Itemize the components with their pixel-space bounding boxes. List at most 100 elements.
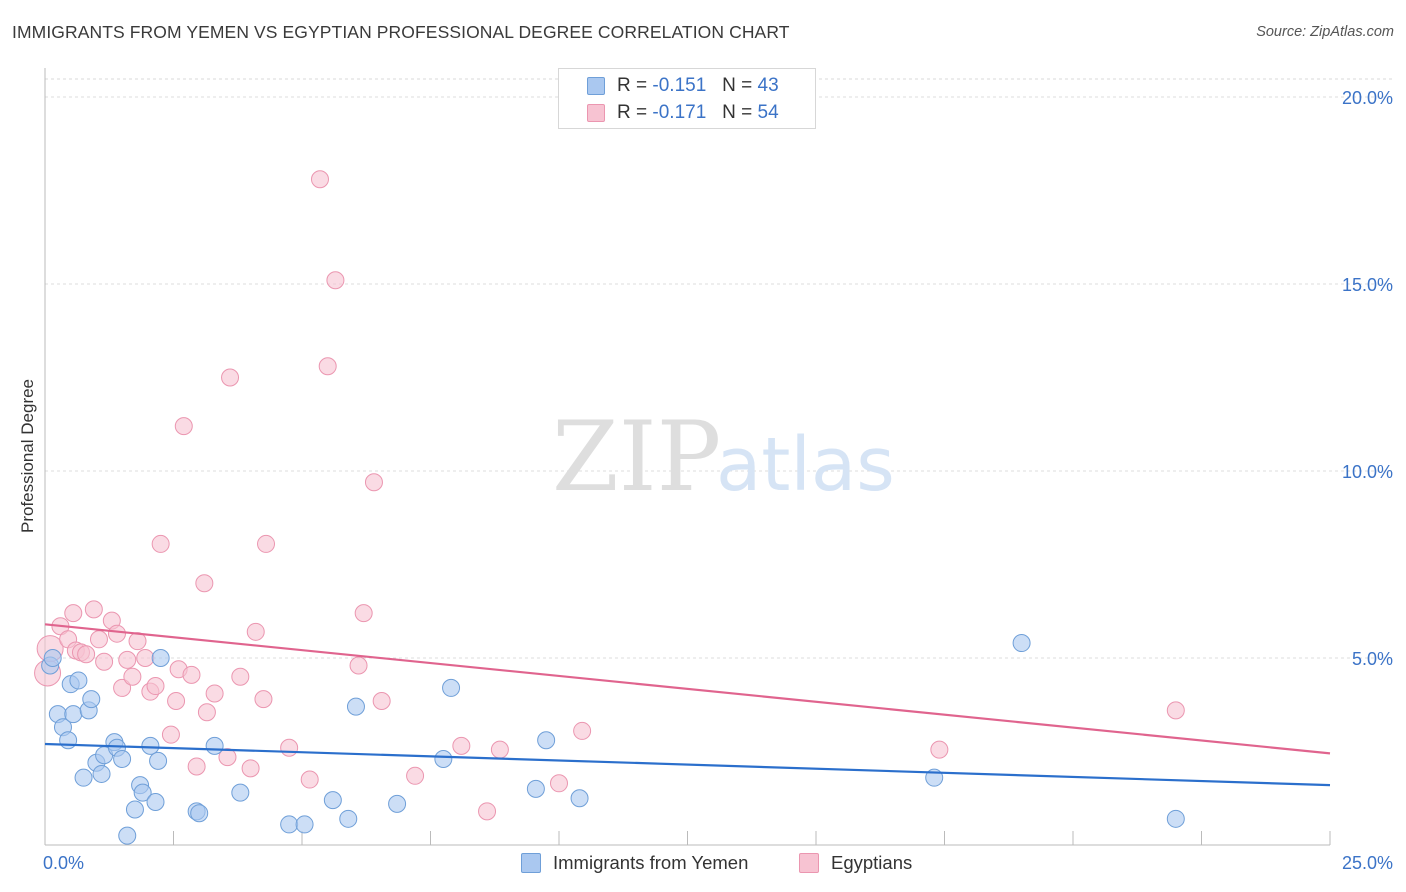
yemen-point xyxy=(69,671,88,690)
x-tick-label-min: 0.0% xyxy=(43,853,84,873)
n-label: N = xyxy=(722,75,753,96)
yemen-point xyxy=(388,794,407,813)
egypt-point xyxy=(161,725,180,744)
egypt-point xyxy=(478,802,497,821)
egypt-point xyxy=(326,271,345,290)
egypt-point xyxy=(182,665,201,684)
yemen-point xyxy=(64,705,83,724)
y-tick-label: 5.0% xyxy=(1352,649,1393,669)
egypt-n-value: 54 xyxy=(757,102,779,123)
egypt-point xyxy=(372,692,391,711)
egypt-r-value: -0.171 xyxy=(652,102,707,123)
egyptians-points xyxy=(34,170,1185,821)
egypt-point xyxy=(573,721,592,740)
yemen-point xyxy=(570,789,589,808)
chart-title: IMMIGRANTS FROM YEMEN VS EGYPTIAN PROFES… xyxy=(12,22,790,42)
yemen-point xyxy=(141,736,160,755)
egypt-legend-swatch xyxy=(799,853,819,873)
egypt-point xyxy=(167,692,186,711)
yemen-point xyxy=(295,815,314,834)
yemen-point xyxy=(151,649,170,667)
yemen-point xyxy=(442,678,461,697)
yemen-r-value: -0.151 xyxy=(652,75,707,96)
egypt-point xyxy=(118,650,137,669)
egypt-point xyxy=(195,574,214,593)
egypt-point xyxy=(151,534,170,553)
egypt-point xyxy=(452,736,471,755)
egypt-point xyxy=(349,656,368,675)
yemen-point xyxy=(434,749,453,768)
y-tick-label: 10.0% xyxy=(1342,462,1393,482)
egypt-point xyxy=(187,757,206,776)
egypt-point xyxy=(364,473,383,492)
egypt-point xyxy=(406,766,425,785)
y-axis-label: Professional Degree xyxy=(18,378,37,534)
egypt-swatch xyxy=(587,104,605,122)
yemen-point xyxy=(113,749,132,768)
yemen-point xyxy=(118,826,137,845)
n-label: N = xyxy=(722,102,753,123)
egypt-legend-label: Egyptians xyxy=(831,852,913,873)
egypt-point xyxy=(136,649,155,667)
r-label: R = xyxy=(617,75,648,96)
egypt-point xyxy=(89,630,108,649)
yemen-point xyxy=(133,783,152,802)
egypt-point xyxy=(310,170,329,189)
yemen-point xyxy=(323,791,342,810)
yemen-point xyxy=(1166,809,1185,828)
egypt-point xyxy=(231,667,250,686)
correlation-legend: R = -0.151 N = 43 R = -0.171 N = 54 xyxy=(558,68,816,129)
yemen-point xyxy=(231,783,250,802)
egypt-point xyxy=(246,622,265,641)
yemen-legend-label: Immigrants from Yemen xyxy=(553,852,749,873)
watermark-zip: ZIP xyxy=(552,401,721,513)
yemen-point xyxy=(43,649,62,667)
egypt-point xyxy=(300,770,319,789)
yemen-point xyxy=(526,779,545,798)
egypt-point xyxy=(490,740,509,759)
legend-yemen-text: R = -0.151 N = 43 xyxy=(617,75,779,97)
r-label: R = xyxy=(617,102,648,123)
yemen-point xyxy=(125,800,144,819)
egypt-point xyxy=(107,624,126,643)
egypt-point xyxy=(254,690,273,709)
legend-egypt-text: R = -0.171 N = 54 xyxy=(617,102,779,124)
egypt-point xyxy=(221,368,240,387)
yemen-n-value: 43 xyxy=(757,75,779,96)
egypt-point xyxy=(1166,701,1185,720)
yemen-swatch xyxy=(587,77,605,95)
egypt-point xyxy=(280,738,299,757)
y-tick-label: 15.0% xyxy=(1342,275,1393,295)
egypt-point xyxy=(550,774,568,793)
egypt-point xyxy=(84,600,103,619)
watermark-atlas: atlas xyxy=(716,422,895,508)
egypt-point xyxy=(146,677,165,696)
yemen-point xyxy=(1012,634,1031,653)
egypt-point xyxy=(64,604,83,623)
egypt-point xyxy=(257,534,276,553)
yemen-point xyxy=(537,731,556,750)
egypt-point xyxy=(218,748,237,767)
yemen-point xyxy=(149,751,168,770)
yemen-point xyxy=(190,804,209,823)
egypt-trend-line xyxy=(44,623,1331,755)
source-attribution: Source: ZipAtlas.com xyxy=(1256,24,1394,40)
yemen-point xyxy=(74,768,93,787)
egypt-point xyxy=(241,759,260,778)
yemen-point xyxy=(146,792,165,811)
yemen-point xyxy=(346,697,365,716)
egypt-point xyxy=(174,417,193,436)
axes xyxy=(44,68,1331,846)
yemen-trend-line xyxy=(44,742,1331,787)
yemen-point xyxy=(205,736,224,755)
yemen-point xyxy=(339,809,358,828)
trend-lines xyxy=(44,623,1331,787)
egypt-point xyxy=(113,678,132,697)
tick-labels: 5.0% 10.0% 15.0% 20.0% 0.0% 25.0% xyxy=(43,88,1393,873)
yemen-points xyxy=(41,634,1185,845)
x-tick-label-max: 25.0% xyxy=(1342,853,1393,873)
egypt-point xyxy=(77,645,96,664)
egypt-point xyxy=(197,703,216,722)
egypt-point xyxy=(318,357,337,376)
